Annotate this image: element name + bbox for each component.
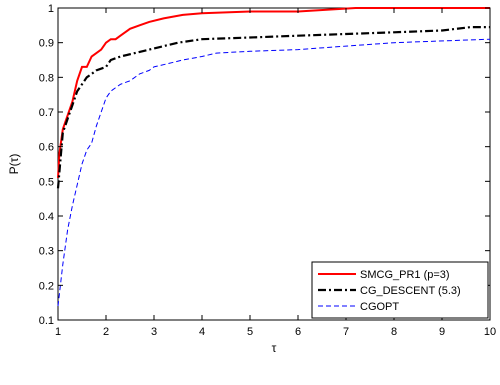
y-tick-label: 0.9	[39, 38, 54, 50]
x-tick-label: 4	[199, 326, 205, 338]
y-tick-label: 0.2	[39, 280, 54, 292]
legend-label-cg-descent: CG_DESCENT (5.3)	[360, 285, 461, 297]
y-tick-label: 0.1	[39, 315, 54, 327]
x-tick-label: 9	[439, 326, 445, 338]
x-tick-label: 5	[247, 326, 253, 338]
legend-box	[311, 261, 489, 319]
y-tick-label: 0.6	[39, 142, 54, 154]
series-line-cg-descent	[56, 26, 490, 189]
x-tick-label: 10	[484, 326, 496, 338]
x-tick-label: 6	[295, 326, 301, 338]
y-tick-label: 0.8	[39, 72, 54, 84]
x-tick-label: 1	[55, 326, 61, 338]
legend-label-cgopt: CGOPT	[360, 301, 399, 313]
x-axis-label: τ	[272, 341, 277, 355]
x-tick-label: 8	[391, 326, 397, 338]
y-tick-label: 0.5	[39, 176, 54, 188]
legend: SMCG_PR1 (p=3) CG_DESCENT (5.3) CGOPT	[311, 261, 489, 319]
y-tick-label: 0.3	[39, 246, 54, 258]
series-line-smcg	[57, 7, 490, 178]
y-axis-label: P(τ)	[7, 154, 21, 175]
x-tick-label: 7	[343, 326, 349, 338]
y-tick-label: 0.4	[39, 211, 54, 223]
ticks-layer: 1 2 3 4 5 6 7 8 9 10 0.1 0.2 0.3 0.4 0.5 0.6 0.7 0.8 0.9 1	[39, 3, 496, 338]
y-tick-label: 0.7	[39, 107, 54, 119]
x-tick-label: 3	[151, 326, 157, 338]
series-line-cgopt	[57, 38, 491, 307]
x-tick-label: 2	[103, 326, 109, 338]
legend-label-smcg: SMCG_PR1 (p=3)	[360, 269, 450, 281]
y-tick-label: 1	[48, 3, 54, 15]
series-layer	[56, 7, 491, 307]
